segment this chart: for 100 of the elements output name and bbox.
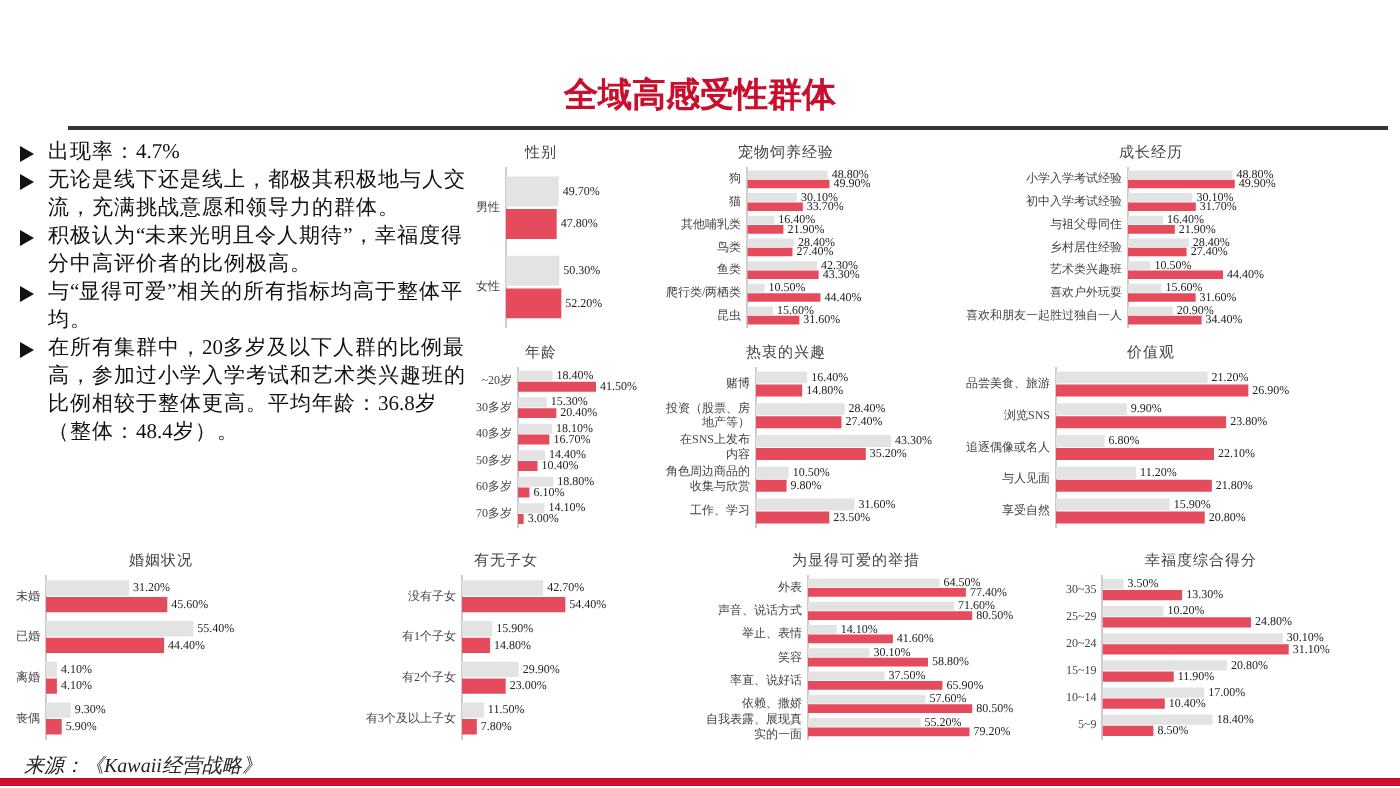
bar (46, 702, 71, 718)
bar (1128, 202, 1196, 211)
bar (518, 503, 545, 514)
bar (1056, 384, 1249, 397)
bar (808, 657, 928, 667)
bar (518, 408, 557, 419)
bar (1128, 193, 1193, 202)
bar (747, 170, 828, 179)
bar (462, 719, 477, 735)
bar (462, 678, 506, 694)
bar (808, 681, 943, 690)
bar (1056, 511, 1205, 524)
bar (1128, 247, 1187, 257)
text: 出现率：4.7% (46, 140, 182, 168)
bar (808, 704, 973, 714)
bar (1102, 671, 1174, 682)
bar (1128, 315, 1202, 325)
bar (756, 371, 808, 384)
bar (808, 648, 870, 658)
bar (756, 416, 842, 429)
bar (756, 479, 787, 492)
text: 在所有集群中，20多岁及以下人群的比例最高，参加过小学入学考试和艺术类兴趣班的比例相较于整体更高。平均年龄：36.8岁（整体：48.4岁）。 (46, 336, 468, 448)
bar (747, 306, 774, 316)
bar (46, 621, 194, 637)
bar (747, 293, 821, 302)
bar (747, 225, 784, 234)
bar (1102, 644, 1289, 655)
bar (518, 370, 553, 381)
bar (46, 597, 168, 613)
bar (1128, 293, 1196, 302)
bar (518, 434, 550, 445)
bar (1056, 403, 1127, 416)
bar (756, 466, 789, 479)
bar (1102, 590, 1183, 601)
bar (747, 270, 819, 280)
bar (1056, 447, 1215, 460)
bar (808, 588, 966, 597)
text: 全域高感受性群体 (561, 74, 838, 118)
bar (747, 179, 830, 189)
bar (1102, 725, 1154, 736)
bar (46, 678, 57, 694)
bar (462, 637, 491, 654)
bar (1056, 434, 1105, 447)
bar (808, 601, 955, 611)
bar (518, 423, 553, 434)
bar (747, 247, 793, 257)
bar (462, 702, 484, 718)
bar (46, 580, 129, 596)
bar (1102, 687, 1205, 698)
bar (747, 202, 803, 211)
bar (462, 621, 493, 637)
bar (1128, 283, 1162, 293)
bar (756, 498, 855, 511)
bar (1128, 306, 1173, 316)
bar (1128, 261, 1151, 270)
bar (518, 514, 524, 524)
text: 与“显得可爱”相关的所有指标均高于整体平均。 (46, 280, 465, 336)
text: 无论是线下还是线上，都极其积极地与人交流，充满挑战意愿和领导力的群体。 (46, 168, 468, 224)
bar (518, 381, 597, 392)
bar (518, 476, 554, 487)
bar (808, 624, 837, 634)
bar (1128, 238, 1189, 248)
bar (1102, 606, 1164, 617)
bar (462, 661, 519, 678)
bar (808, 694, 926, 704)
bar (1056, 466, 1137, 479)
bar (747, 283, 765, 293)
bar (1056, 498, 1170, 511)
bar (46, 637, 165, 654)
bar (747, 261, 817, 270)
text: 积极认为“未来光明且令人期待”，幸福度得分中高评价者的比例极高。 (46, 224, 465, 280)
bar (747, 193, 797, 202)
bar (1056, 416, 1227, 429)
source-note: 来源：《Kawaii经营战略》 (24, 756, 262, 778)
bar (756, 403, 845, 416)
bar (808, 727, 970, 737)
bar (518, 461, 538, 472)
bar (1102, 578, 1124, 590)
bar (518, 397, 547, 408)
bar (1056, 371, 1208, 384)
bar (808, 578, 940, 588)
bar (462, 597, 566, 613)
bar (1102, 660, 1228, 671)
bar (747, 315, 800, 325)
bar (1102, 633, 1283, 644)
bar (756, 434, 892, 447)
bar (518, 450, 546, 461)
bar (46, 719, 62, 735)
bar (756, 447, 866, 460)
bar (1056, 479, 1212, 492)
bar (808, 671, 885, 681)
bar (756, 511, 830, 524)
bar (1102, 617, 1251, 628)
bar (1128, 170, 1233, 179)
bar (808, 611, 973, 621)
bar (1128, 179, 1235, 189)
bar (747, 238, 795, 248)
bar (1102, 714, 1213, 725)
bar (1128, 215, 1164, 225)
bar (1102, 698, 1165, 709)
